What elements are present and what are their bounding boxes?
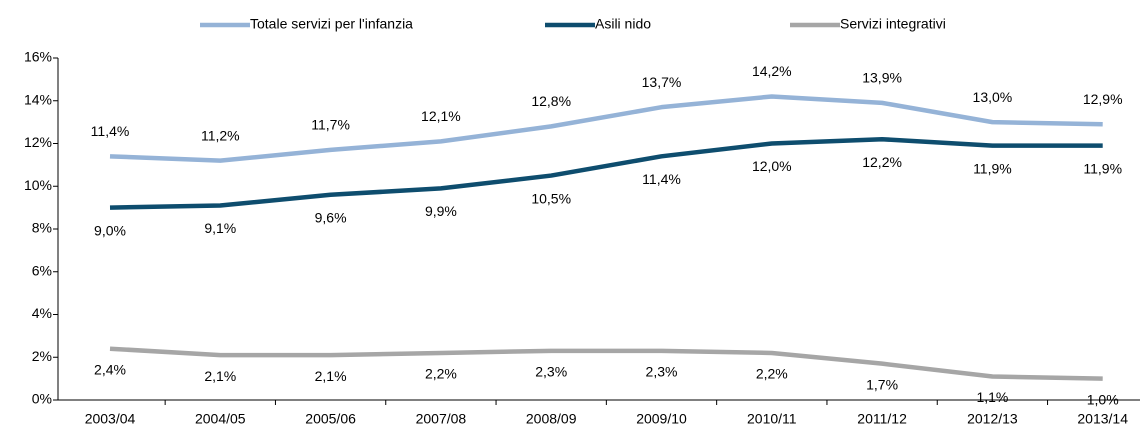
data-label: 13,9%	[862, 70, 902, 86]
series-line	[109, 94, 1103, 163]
y-tick-label: 2%	[32, 348, 52, 364]
data-label: 2,2%	[425, 366, 457, 382]
data-label: 11,2%	[201, 127, 240, 143]
y-tick-label: 14%	[24, 91, 52, 107]
data-label: 2,3%	[646, 364, 678, 380]
y-tick-label: 16%	[24, 49, 52, 65]
data-label: 11,9%	[1083, 160, 1122, 176]
data-label: 11,7%	[311, 117, 350, 133]
data-label: 2,1%	[204, 368, 236, 384]
data-label: 12,1%	[421, 108, 461, 124]
y-tick-label: 12%	[24, 134, 52, 150]
data-label: 14,2%	[752, 63, 792, 79]
data-label: 1,1%	[976, 389, 1008, 405]
data-label: 2,4%	[94, 361, 126, 377]
data-label: 12,0%	[752, 158, 792, 174]
data-label: 9,1%	[204, 220, 236, 236]
x-tick-label: 2008/09	[526, 411, 577, 427]
data-label: 2,1%	[315, 368, 347, 384]
data-label: 2,3%	[535, 364, 567, 380]
y-tick-label: 0%	[32, 391, 52, 407]
x-tick-label: 2011/12	[857, 411, 907, 427]
data-label: 11,4%	[91, 123, 130, 139]
x-tick-label: 2009/10	[636, 411, 687, 427]
data-label: 11,9%	[973, 160, 1012, 176]
x-tick-label: 2013/14	[1077, 411, 1128, 427]
data-label: 10,5%	[531, 190, 571, 206]
y-tick-label: 8%	[32, 220, 52, 236]
legend-label: Asili nido	[595, 16, 651, 32]
y-tick-label: 6%	[32, 262, 52, 278]
data-label: 13,7%	[642, 74, 682, 90]
data-label: 1,0%	[1087, 391, 1119, 407]
x-tick-label: 2004/05	[195, 411, 246, 427]
data-label: 9,6%	[315, 210, 347, 226]
x-tick-label: 2003/04	[85, 411, 136, 427]
data-label: 12,9%	[1083, 91, 1123, 107]
x-tick-label: 2012/13	[967, 411, 1018, 427]
x-tick-label: 2007/08	[416, 411, 467, 427]
y-tick-label: 10%	[24, 177, 52, 193]
x-tick-label: 2010/11	[747, 411, 797, 427]
legend-label: Servizi integrativi	[840, 16, 946, 32]
data-label: 13,0%	[973, 89, 1013, 105]
data-label: 2,2%	[756, 366, 788, 382]
series-line	[109, 136, 1103, 210]
data-label: 9,0%	[94, 222, 126, 238]
data-label: 1,7%	[866, 376, 898, 392]
x-tick-label: 2005/06	[305, 411, 356, 427]
data-label: 9,9%	[425, 203, 457, 219]
data-label: 11,4%	[642, 171, 681, 187]
legend-label: Totale servizi per l'infanzia	[250, 16, 413, 32]
data-label: 12,8%	[531, 93, 571, 109]
data-label: 12,2%	[862, 154, 902, 170]
y-tick-label: 4%	[32, 305, 52, 321]
series-line	[109, 346, 1103, 381]
